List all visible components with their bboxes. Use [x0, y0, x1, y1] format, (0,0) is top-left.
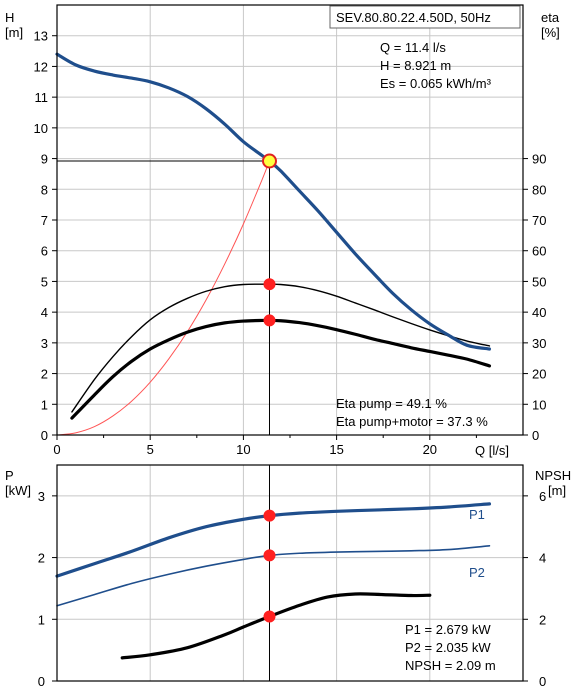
y-right-tick-label: 40	[532, 305, 546, 320]
y-right-tick-label: 0	[532, 428, 539, 443]
operating-point-marker	[263, 610, 276, 623]
y-left-tick-label: 2	[41, 367, 48, 382]
y-right-tick-label: 50	[532, 274, 546, 289]
y-right-tick-label: 70	[532, 213, 546, 228]
annotation-h: H = 8.921 m	[380, 58, 451, 73]
top-right-axis-label-line1: eta	[541, 10, 560, 25]
bottom-chart-ticks: 0 1 2 3 0 2 4 6	[38, 489, 546, 689]
annotation-npsh: NPSH = 2.09 m	[405, 658, 496, 673]
chart-title: SEV.80.80.22.4.50D, 50Hz	[336, 10, 491, 25]
y-left-tick-label: 1	[41, 397, 48, 412]
y-left-tick-label: 3	[41, 336, 48, 351]
series-label-p2: P2	[469, 565, 485, 580]
x-tick-label: 0	[53, 442, 60, 457]
curve-eta-pump	[71, 283, 491, 413]
y-right-tick-label: 60	[532, 244, 546, 259]
bottom-y-right-tick-label: 2	[539, 612, 546, 627]
x-tick-label: 5	[147, 442, 154, 457]
bottom-right-axis-label-line1: NPSH	[535, 468, 571, 483]
annotation-es: Es = 0.065 kWh/m³	[380, 76, 492, 91]
y-right-tick-label: 80	[532, 182, 546, 197]
y-right-tick-label: 20	[532, 367, 546, 382]
top-chart-curves	[55, 52, 492, 436]
annotation-p2: P2 = 2.035 kW	[405, 640, 491, 655]
annotation-q: Q = 11.4 l/s	[380, 40, 446, 55]
top-left-axis-label-line2: [m]	[5, 25, 23, 40]
y-left-tick-label: 9	[41, 152, 48, 167]
y-left-tick-label: 0	[41, 428, 48, 443]
series-label-p1: P1	[469, 507, 485, 522]
y-left-tick-label: 7	[41, 213, 48, 228]
y-left-tick-label: 8	[41, 182, 48, 197]
annotation-p1: P1 = 2.679 kW	[405, 622, 491, 637]
top-right-axis-label-line2: [%]	[541, 25, 560, 40]
bottom-left-axis-label-line1: P	[5, 468, 14, 483]
y-left-tick-label: 13	[34, 29, 48, 44]
bottom-left-axis-label-line2: [kW]	[5, 483, 31, 498]
y-left-tick-label: 12	[34, 59, 48, 74]
annotation-eta-total: Eta pump+motor = 37.3 %	[336, 414, 488, 429]
top-left-axis-label-line1: H	[5, 10, 14, 25]
duty-point-marker	[261, 153, 277, 169]
bottom-y-right-tick-label: 0	[539, 674, 546, 689]
y-right-tick-label: 10	[532, 397, 546, 412]
top-chart-grid	[57, 5, 523, 435]
operating-point-marker	[263, 278, 276, 291]
curve-npsh	[120, 592, 432, 660]
bottom-right-axis-label-line2: [m]	[548, 483, 566, 498]
bottom-y-left-tick-label: 0	[38, 674, 45, 689]
curve-system	[56, 160, 270, 436]
bottom-chart-frame	[56, 464, 524, 682]
bottom-chart-grid	[57, 465, 523, 681]
y-right-tick-label: 30	[532, 336, 546, 351]
top-chart-ticks: 0 5 10 15 2001234567891011121301020304050607…	[34, 29, 547, 457]
bottom-y-left-tick-label: 3	[38, 489, 45, 504]
curve-head	[55, 52, 492, 351]
bottom-y-right-tick-label: 4	[539, 551, 546, 566]
title-box	[329, 5, 521, 29]
bottom-y-left-tick-label: 2	[38, 551, 45, 566]
x-tick-label: 10	[236, 442, 250, 457]
top-chart-frame	[56, 4, 524, 436]
operating-point-marker	[263, 509, 276, 522]
operating-point-marker	[263, 314, 276, 327]
y-left-tick-label: 10	[34, 121, 48, 136]
y-left-tick-label: 5	[41, 274, 48, 289]
x-axis-label: Q [l/s]	[475, 443, 509, 458]
y-right-tick-label: 90	[532, 152, 546, 167]
x-tick-label: 15	[329, 442, 343, 457]
operating-point-marker	[263, 549, 276, 562]
x-tick-label: 20	[423, 442, 437, 457]
bottom-y-left-tick-label: 1	[38, 612, 45, 627]
y-left-tick-label: 6	[41, 244, 48, 259]
y-left-tick-label: 11	[35, 90, 49, 105]
bottom-chart-curves	[55, 465, 492, 681]
bottom-y-right-tick-label: 6	[539, 489, 546, 504]
annotation-eta-pump: Eta pump = 49.1 %	[336, 396, 447, 411]
y-left-tick-label: 4	[41, 305, 48, 320]
